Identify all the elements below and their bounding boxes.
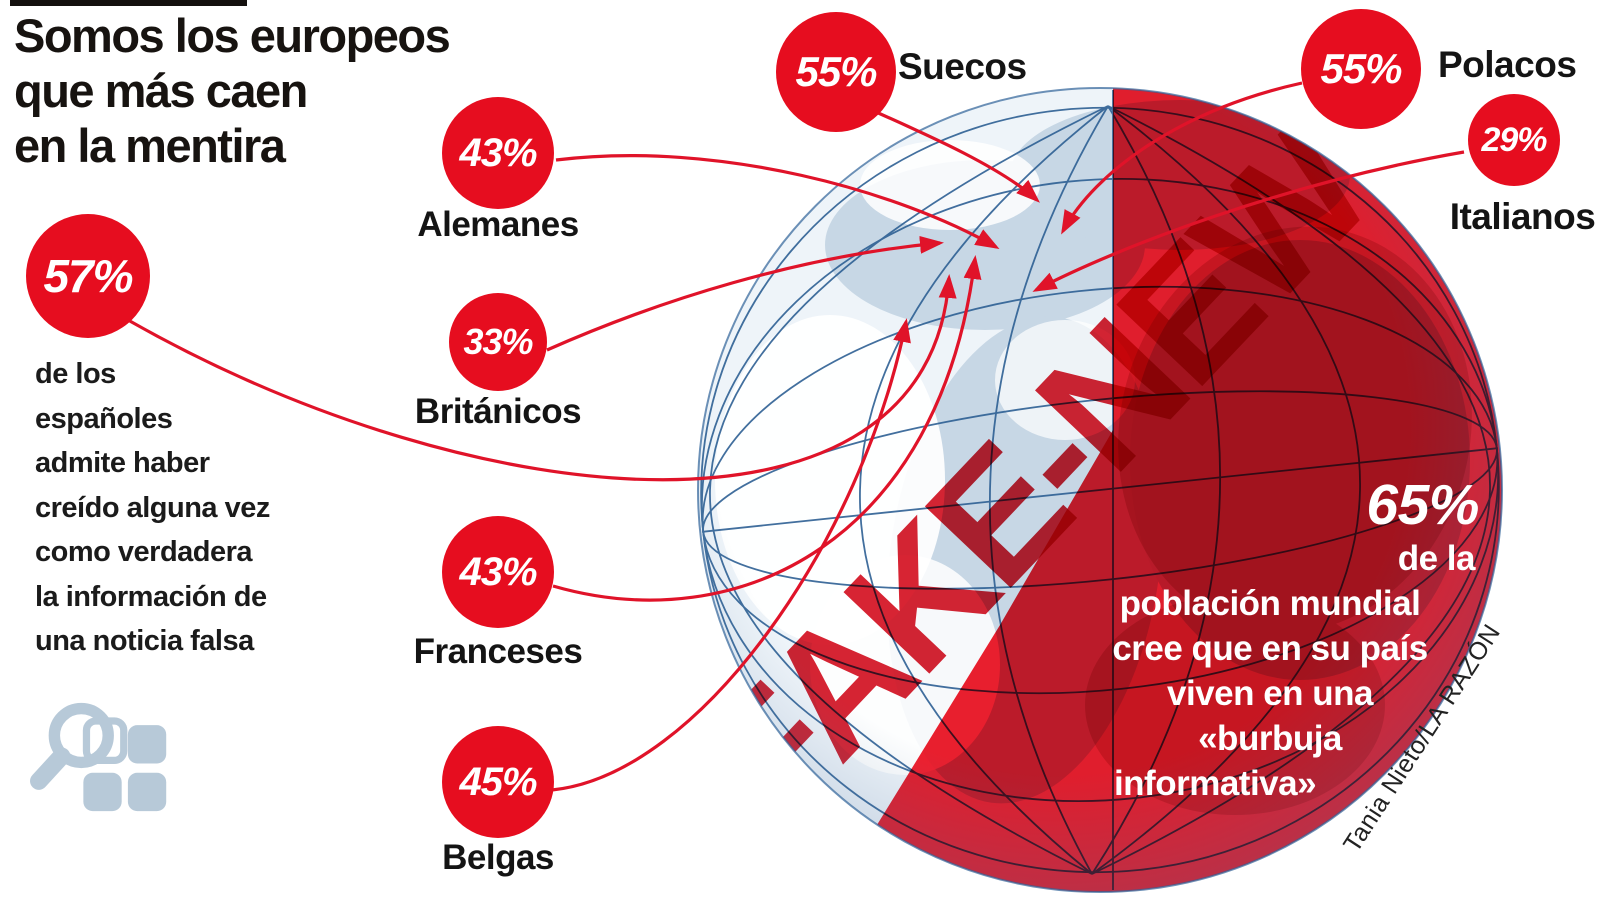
- page-title-line: que más caen: [14, 64, 308, 117]
- world-stat-line: población mundial: [1119, 584, 1421, 623]
- bubble-italianos: 29%: [1468, 94, 1560, 186]
- page-title: Somos los europeos que más caen en la me…: [14, 8, 574, 173]
- page-title-line: Somos los europeos: [14, 9, 451, 62]
- bubble-franceses: 43%: [442, 516, 554, 628]
- bubble-britanicos-pct: 33%: [463, 321, 533, 362]
- country-label-suecos: Suecos: [898, 46, 1027, 87]
- desc-line: como verdadera: [35, 536, 253, 568]
- bubble-alemanes-pct: 43%: [459, 130, 537, 175]
- desc-line: de los: [35, 358, 116, 390]
- bubble-suecos: 55%: [776, 12, 896, 132]
- world-stat-line: cree que en su país: [1112, 629, 1428, 668]
- world-stat-line: informativa»: [1113, 764, 1317, 803]
- country-label-alemanes: Alemanes: [417, 205, 579, 244]
- desc-line: la información de: [35, 580, 267, 613]
- espanoles-description: de los españoles admite haber creído alg…: [35, 352, 345, 664]
- country-label-italianos: Italianos: [1449, 196, 1596, 237]
- bubble-polacos-pct: 55%: [1320, 45, 1402, 92]
- bubble-alemanes: 43%: [442, 97, 554, 209]
- bubble-belgas-pct: 45%: [459, 759, 537, 804]
- desc-line: españoles: [35, 402, 173, 435]
- page-title-line: en la mentira: [14, 119, 286, 172]
- bubble-franceses-pct: 43%: [459, 549, 537, 594]
- country-label-polacos: Polacos: [1438, 44, 1577, 85]
- grid-squares-icon: [83, 725, 167, 812]
- world-stat-line: de la: [1397, 539, 1476, 578]
- bubble-suecos-pct: 55%: [795, 48, 877, 95]
- bubble-espanoles-pct: 57%: [43, 250, 133, 302]
- magnifier-handle-icon: [30, 747, 71, 790]
- bubble-polacos: 55%: [1301, 9, 1421, 129]
- desc-line: admite haber: [35, 447, 210, 479]
- world-stat-line: viven en una: [1166, 674, 1374, 713]
- magnifier-lens-icon: [48, 702, 114, 769]
- country-label-franceses: Franceses: [413, 632, 583, 671]
- bubble-belgas: 45%: [442, 726, 554, 838]
- bubble-espanoles: 57%: [26, 214, 150, 338]
- magnifier-grid-watermark-icon: [30, 702, 167, 812]
- bubble-italianos-pct: 29%: [1481, 120, 1547, 159]
- world-stat: 65% de la población mundial cree que en …: [1055, 474, 1485, 806]
- country-label-britanicos: Británicos: [414, 392, 582, 431]
- country-label-belgas: Belgas: [442, 838, 554, 877]
- world-stat-line: «burbuja: [1198, 719, 1342, 758]
- top-crop-bar: [10, 0, 247, 6]
- world-stat-pct: 65%: [1366, 473, 1479, 537]
- bubble-britanicos: 33%: [449, 293, 547, 391]
- desc-line: una noticia falsa: [35, 625, 254, 657]
- desc-line: creído alguna vez: [35, 491, 270, 524]
